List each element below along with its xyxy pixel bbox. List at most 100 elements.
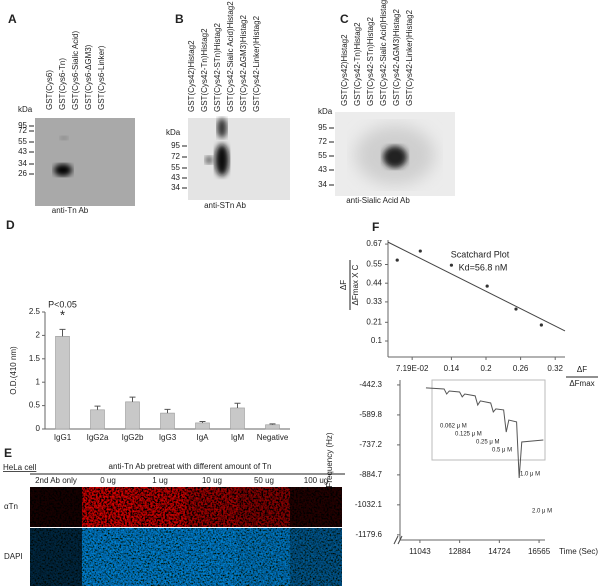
unit-label: kDa	[166, 128, 181, 137]
row-label: αTn	[4, 502, 18, 511]
x-tick-label: 14724	[488, 547, 511, 556]
point	[539, 323, 543, 327]
band	[215, 144, 229, 176]
bar	[125, 401, 140, 430]
x-tick-label: 0.32	[547, 364, 563, 373]
panel-label: E	[4, 446, 12, 460]
blot-caption: anti-Tn Ab	[52, 206, 89, 215]
x-axis-title-den: ΔFmax	[569, 379, 594, 388]
band	[54, 164, 72, 176]
band	[383, 146, 407, 168]
y-axis-title-den: ΔFmax X C	[351, 264, 360, 305]
micrograph-shade	[134, 487, 186, 527]
bar	[160, 412, 175, 430]
annotation: 1.0 μ M	[520, 472, 540, 478]
marker-label: 95	[318, 123, 327, 132]
y-tick-label: 1	[36, 377, 41, 386]
micrograph-shade	[134, 528, 186, 586]
x-tick-label: 7.19E-02	[396, 364, 429, 373]
annotation: 0.125 μ M	[455, 432, 482, 438]
micrograph	[238, 487, 290, 527]
point	[485, 284, 489, 288]
blot-caption: anti-STn Ab	[204, 201, 246, 210]
lane-label: GST(Cys42-Tn)Histag2	[200, 28, 209, 112]
lane-label: GST(Cys42-ΔGM3)Histag2	[392, 9, 401, 106]
micrograph	[186, 528, 238, 586]
column-label: 100 ug	[304, 476, 328, 485]
cell-label: HeLa cell	[3, 463, 37, 472]
point	[395, 258, 399, 262]
micrograph	[290, 528, 342, 586]
x-tick-label: IgG2a	[87, 433, 109, 442]
bar	[55, 336, 70, 430]
y-tick-label: 0	[36, 424, 41, 433]
marker-label: 72	[318, 137, 327, 146]
bar	[265, 424, 280, 430]
x-tick-label: IgG3	[159, 433, 177, 442]
y-tick-label: 0.67	[366, 239, 382, 248]
x-tick-label: 16565	[528, 547, 551, 556]
micrograph-shade	[186, 487, 238, 527]
marker-label: 34	[171, 183, 180, 192]
lane-label: GST(Cys42-Linker)Histag2	[405, 9, 414, 106]
header: anti-Tn Ab pretreat with different amoun…	[109, 462, 272, 471]
chart-subtitle: Kd=56.8 nM	[459, 262, 508, 272]
error-bar	[164, 408, 171, 414]
column-label: 0 ug	[100, 476, 116, 485]
micrograph-shade	[290, 487, 342, 527]
marker-label: 26	[18, 169, 27, 178]
micrograph	[134, 528, 186, 586]
y-tick-label: 2	[36, 331, 41, 340]
y-tick-label: 0.5	[29, 401, 41, 410]
band	[205, 156, 213, 164]
lane-label: GST(Cys6-Tn)	[58, 58, 67, 110]
error-bar	[129, 396, 136, 402]
line	[425, 387, 544, 479]
lane-label: GST(Cys42-Linker)Histag2	[252, 15, 261, 112]
lane-label: GST(Cys42-Tn)Histag2	[353, 22, 362, 106]
y-tick-label: -1179.6	[355, 530, 382, 539]
panel-label: A	[8, 12, 17, 26]
y-tick-label: 0.55	[366, 260, 382, 269]
bar	[230, 407, 245, 430]
y-axis-title-num: ΔF	[339, 280, 348, 290]
lane-label: GST(Cys6-Linker)	[97, 45, 106, 110]
y-tick-label: -884.7	[359, 470, 382, 479]
row-label: DAPI	[4, 552, 23, 561]
lane-label: GST(Cys6-ΔGM3)	[84, 44, 93, 110]
lane-label: GST(Cys6)	[45, 70, 54, 110]
y-tick-label: -737.2	[359, 440, 382, 449]
marker-label: 43	[18, 147, 27, 156]
x-tick-label: 0.26	[513, 364, 529, 373]
error-bar	[269, 423, 276, 425]
micrograph	[134, 487, 186, 527]
band	[60, 136, 68, 140]
annotation: 0.5 μ M	[492, 448, 512, 454]
y-tick-label: 0.1	[371, 336, 383, 345]
micrograph-shade	[82, 528, 134, 586]
micrograph-shade	[30, 487, 82, 527]
point	[449, 263, 454, 267]
y-tick-label: 0.44	[366, 278, 382, 287]
marker-label: 95	[18, 121, 27, 130]
annotation: 2.0 μ M	[532, 509, 552, 515]
micrograph-shade	[82, 487, 134, 527]
axis-break	[393, 535, 403, 545]
y-tick-label: -442.3	[359, 380, 382, 389]
annotation: 0.25 μ M	[476, 440, 499, 446]
micrograph	[238, 528, 290, 586]
error-bar	[234, 402, 241, 408]
lane-label: GST(Cys42)Histag2	[340, 34, 349, 106]
micrograph-shade	[290, 528, 342, 586]
error-bar	[59, 328, 66, 337]
plot-frame	[431, 379, 546, 461]
micrograph-shade	[238, 487, 290, 527]
y-tick-label: -589.8	[359, 410, 382, 419]
y-axis-title: Frequency (Hz)	[325, 432, 334, 487]
blot-image	[35, 118, 135, 206]
blot-image	[188, 118, 290, 200]
micrograph	[82, 528, 134, 586]
point	[514, 307, 518, 311]
marker-label: 34	[318, 180, 327, 189]
marker-label: 55	[318, 151, 327, 160]
